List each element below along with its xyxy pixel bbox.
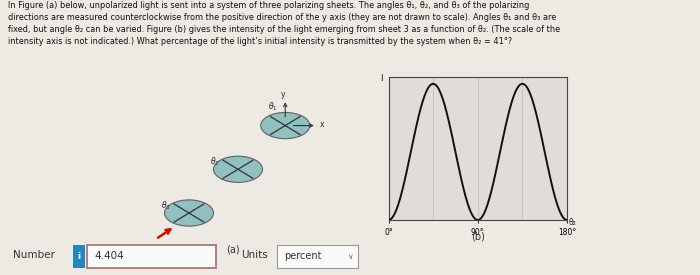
Text: I: I xyxy=(381,74,383,83)
Text: $\theta_2$: $\theta_2$ xyxy=(210,156,220,168)
Text: i: i xyxy=(78,252,80,261)
Text: 4.404: 4.404 xyxy=(94,251,125,262)
Text: x: x xyxy=(319,120,324,129)
Text: $\theta_1$: $\theta_1$ xyxy=(267,101,277,113)
Text: θ₂: θ₂ xyxy=(569,218,577,227)
Text: In Figure (a) below, unpolarized light is sent into a system of three polarizing: In Figure (a) below, unpolarized light i… xyxy=(8,1,561,46)
Ellipse shape xyxy=(214,156,262,182)
Text: y: y xyxy=(281,90,286,99)
Text: (a): (a) xyxy=(226,244,239,254)
Text: $\theta_3$: $\theta_3$ xyxy=(161,200,171,212)
Text: ∨: ∨ xyxy=(346,252,353,261)
Text: Number: Number xyxy=(13,250,55,260)
Ellipse shape xyxy=(260,112,309,139)
Text: percent: percent xyxy=(284,251,321,262)
Ellipse shape xyxy=(164,200,214,226)
Text: (b): (b) xyxy=(471,231,484,241)
Text: Units: Units xyxy=(241,250,268,260)
